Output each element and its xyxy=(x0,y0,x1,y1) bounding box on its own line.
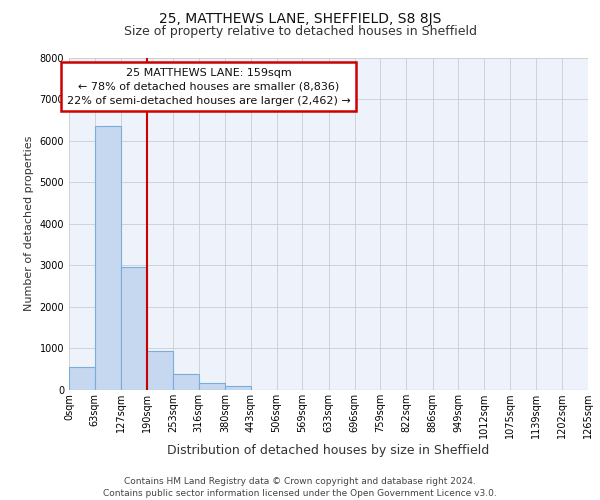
Bar xyxy=(147,350,173,390)
Bar xyxy=(121,268,147,390)
Text: 25, MATTHEWS LANE, SHEFFIELD, S8 8JS: 25, MATTHEWS LANE, SHEFFIELD, S8 8JS xyxy=(159,12,441,26)
Bar xyxy=(95,126,121,390)
Y-axis label: Number of detached properties: Number of detached properties xyxy=(24,136,34,312)
Text: Contains HM Land Registry data © Crown copyright and database right 2024.
Contai: Contains HM Land Registry data © Crown c… xyxy=(103,476,497,498)
Bar xyxy=(199,383,225,390)
Bar xyxy=(225,386,251,390)
Bar xyxy=(69,367,95,390)
Text: Size of property relative to detached houses in Sheffield: Size of property relative to detached ho… xyxy=(124,25,476,38)
X-axis label: Distribution of detached houses by size in Sheffield: Distribution of detached houses by size … xyxy=(167,444,490,457)
Text: 25 MATTHEWS LANE: 159sqm
← 78% of detached houses are smaller (8,836)
22% of sem: 25 MATTHEWS LANE: 159sqm ← 78% of detach… xyxy=(67,68,350,106)
Bar xyxy=(173,374,199,390)
